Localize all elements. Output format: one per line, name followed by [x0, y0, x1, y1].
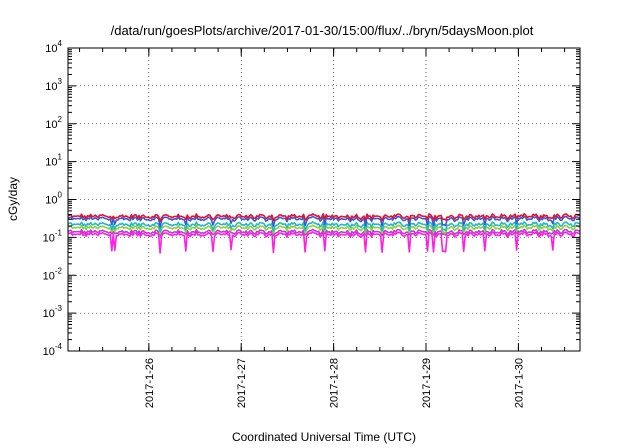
- series-line: [67, 213, 581, 222]
- series-line: [67, 215, 581, 228]
- y-tick-label: 10-2: [43, 266, 63, 282]
- x-tick-label: 2017-1-27: [236, 358, 248, 408]
- y-tick-label: 10-3: [43, 304, 63, 320]
- x-tick-label: 2017-1-26: [144, 358, 156, 408]
- y-tick-label: 100: [45, 191, 62, 207]
- x-axis-label: Coordinated Universal Time (UTC): [232, 430, 416, 444]
- x-axis: 2017-1-26 2017-1-27 2017-1-28 2017-1-29 2017…: [79, 48, 566, 408]
- y-tick-label: 104: [45, 39, 62, 55]
- y-tick-label: 10-4: [43, 342, 63, 358]
- x-tick-label: 2017-1-29: [421, 358, 433, 408]
- y-tick-label: 103: [45, 77, 62, 93]
- y-tick-label: 10-1: [43, 228, 63, 244]
- series-line: [67, 231, 581, 254]
- series-layer: [67, 213, 581, 254]
- grid-layer: [68, 48, 580, 351]
- x-tick-label: 2017-1-30: [513, 358, 525, 408]
- y-axis-label: cGy/day: [6, 177, 20, 221]
- y-axis: 10-4 10-3 10-2 10-1 100 101 102 103 104: [43, 39, 580, 358]
- chart-title: /data/run/goesPlots/archive/2017-01-30/1…: [111, 23, 534, 38]
- y-tick-label: 101: [45, 153, 62, 169]
- x-tick-label: 2017-1-28: [329, 358, 341, 408]
- series-line: [67, 221, 581, 233]
- y-tick-label: 102: [45, 115, 62, 131]
